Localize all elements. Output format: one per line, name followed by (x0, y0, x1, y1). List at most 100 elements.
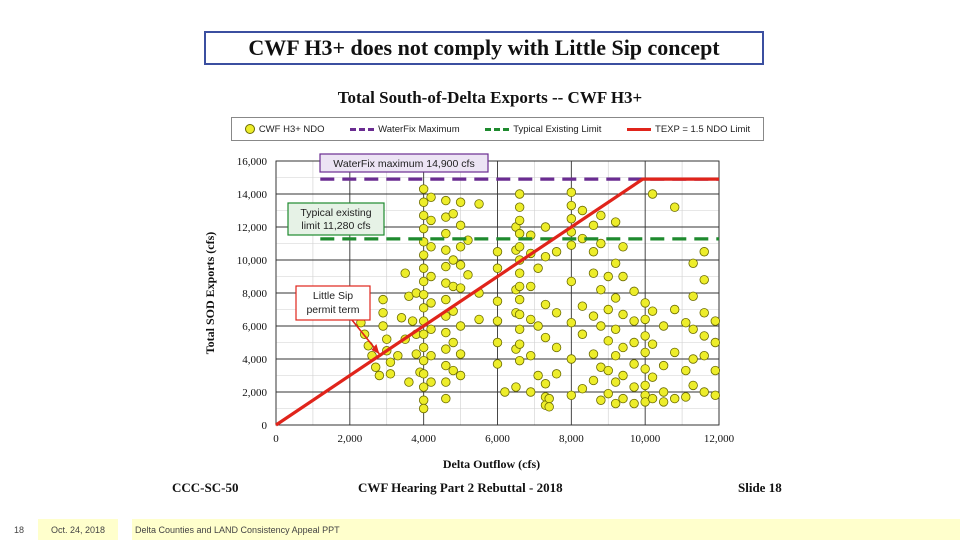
data-point (640, 331, 650, 341)
data-point (396, 313, 407, 323)
data-point (603, 304, 613, 315)
y-tick-label: 2,000 (242, 387, 267, 399)
annotation-waterfix-box (319, 153, 489, 173)
data-point (418, 250, 429, 260)
data-point (382, 334, 392, 344)
data-point (455, 321, 466, 331)
data-point (566, 390, 577, 401)
data-point (533, 321, 543, 331)
data-point (418, 276, 429, 287)
data-point (629, 337, 639, 348)
data-point (426, 377, 436, 387)
data-point (514, 355, 525, 366)
legend-item-texp: TEXP = 1.5 NDO Limit (627, 124, 750, 135)
data-point (566, 276, 577, 287)
data-point (629, 398, 639, 409)
slide-title: CWF H3+ does not comply with Little Sip … (204, 31, 764, 65)
data-point (688, 258, 698, 269)
data-point (514, 339, 525, 349)
data-point (603, 271, 613, 282)
data-point (603, 365, 613, 376)
data-point (526, 351, 536, 361)
data-point (647, 372, 658, 382)
data-point (514, 281, 525, 292)
data-point (588, 349, 599, 359)
data-point (629, 286, 639, 297)
data-point (378, 321, 388, 331)
data-point (688, 291, 698, 302)
data-point (455, 242, 466, 252)
legend-item-points: CWF H3+ NDO (244, 123, 325, 135)
y-tick-label: 4,000 (242, 354, 267, 366)
data-point (418, 289, 429, 300)
data-point (647, 189, 658, 199)
data-point (577, 205, 588, 216)
data-point (411, 349, 421, 359)
data-point (441, 195, 451, 206)
data-point (492, 316, 503, 326)
data-point (374, 370, 385, 381)
data-point (426, 271, 436, 282)
data-point (588, 268, 599, 278)
legend-dashed-line-icon (485, 127, 510, 131)
data-point (688, 324, 698, 335)
data-point (492, 247, 503, 257)
data-point (566, 200, 577, 211)
data-point (393, 351, 403, 361)
data-point (610, 258, 621, 269)
data-point (514, 268, 525, 278)
data-point (551, 308, 562, 318)
data-point (441, 245, 451, 255)
chart-title: Total South-of-Delta Exports -- CWF H3+ (337, 88, 643, 107)
data-point (618, 370, 628, 381)
data-point (418, 382, 429, 392)
data-point (514, 242, 525, 252)
data-point (670, 202, 680, 212)
data-point (492, 263, 503, 273)
y-tick-label: 12,000 (237, 222, 268, 234)
data-point (710, 316, 721, 326)
data-point (441, 294, 451, 305)
legend-label-points: CWF H3+ NDO (258, 123, 325, 135)
data-point (588, 247, 599, 257)
footer-page-number: 18 (0, 519, 38, 540)
data-point (551, 369, 562, 379)
data-point (370, 362, 381, 372)
data-point (492, 359, 503, 369)
data-point (710, 337, 721, 348)
data-point (640, 298, 650, 308)
data-point (699, 387, 709, 397)
legend-label-existing: Typical Existing Limit (513, 123, 602, 135)
data-point (448, 209, 458, 219)
annotation-waterfix-text: WaterFix maximum 14,900 cfs (333, 158, 474, 170)
data-point (566, 318, 577, 328)
data-point (448, 255, 458, 265)
footer-date: Oct. 24, 2018 (38, 519, 118, 540)
data-point (618, 309, 628, 320)
data-point (710, 390, 721, 401)
data-point (418, 329, 429, 339)
data-point (526, 314, 536, 325)
data-point (540, 252, 551, 262)
legend-dashed-line-icon (350, 127, 375, 131)
data-point (418, 403, 429, 414)
data-point (577, 384, 588, 394)
data-point (441, 327, 451, 338)
legend-solid-line-icon (627, 127, 652, 131)
data-point (514, 202, 525, 212)
data-point (610, 217, 621, 227)
data-point (710, 365, 721, 376)
footer-separator (118, 519, 132, 540)
data-point (514, 309, 525, 320)
y-tick-label: 0 (262, 420, 268, 432)
x-tick-label: 12,000 (704, 433, 735, 445)
caption-left: CCC-SC-50 (172, 480, 239, 495)
data-point (670, 347, 680, 358)
legend-label-texp: TEXP = 1.5 NDO Limit (655, 123, 751, 135)
data-point (688, 354, 698, 364)
data-point (526, 387, 536, 397)
data-point (681, 392, 691, 402)
data-point (681, 318, 691, 328)
data-point (596, 395, 606, 405)
data-point (610, 293, 621, 303)
